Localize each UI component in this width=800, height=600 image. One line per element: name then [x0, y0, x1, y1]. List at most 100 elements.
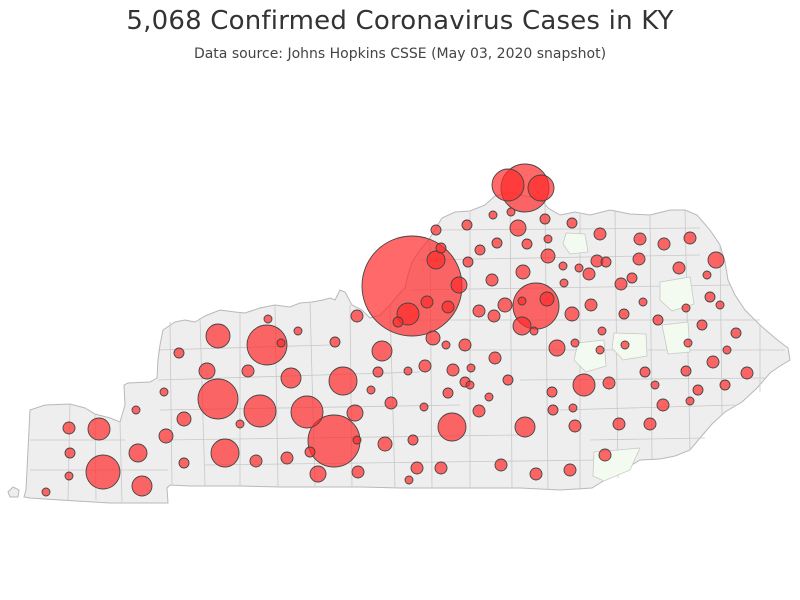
county-case-bubble [276, 338, 286, 348]
county-case-bubble [472, 304, 486, 318]
county-case-bubble [521, 238, 533, 250]
county-case-bubble [595, 345, 605, 355]
county-case-bubble [420, 295, 434, 309]
county-case-bubble [715, 300, 725, 310]
zero-case-county [611, 332, 648, 361]
county-case-bubble [650, 380, 660, 390]
county-case-bubble [517, 296, 527, 306]
county-case-bubble [410, 461, 424, 475]
county-case-bubble [210, 438, 240, 468]
county-case-bubble [235, 419, 245, 429]
county-case-bubble [563, 463, 577, 477]
county-boundary [169, 321, 173, 486]
county-case-bubble [62, 421, 76, 435]
county-case-bubble [158, 428, 174, 444]
county-case-bubble [350, 309, 364, 323]
county-case-bubble [633, 232, 647, 246]
county-case-bubble [626, 272, 638, 284]
county-case-bubble [722, 345, 732, 355]
county-case-bubble [384, 396, 398, 410]
county-case-bubble [512, 316, 532, 336]
county-case-bubble [597, 326, 607, 336]
county-case-bubble [515, 264, 531, 280]
county-case-bubble [598, 448, 612, 462]
county-case-bubble [263, 314, 273, 324]
county-case-bubble [527, 174, 555, 202]
county-case-bubble [547, 404, 559, 416]
county-case-bubble [692, 384, 704, 396]
county-boundary [439, 227, 701, 231]
county-case-bubble [618, 308, 630, 320]
county-case-bubble [572, 373, 596, 397]
county-case-bubble [309, 465, 327, 483]
county-boundary [544, 199, 549, 491]
county-case-bubble [719, 379, 731, 391]
county-case-bubble [681, 303, 691, 313]
county-case-bubble [593, 227, 607, 241]
county-case-bubble [328, 366, 358, 396]
county-case-bubble [685, 396, 695, 406]
county-case-bubble [706, 355, 720, 369]
kentucky-bend-exclave [7, 486, 20, 498]
county-case-bubble [458, 338, 472, 352]
county-case-bubble [548, 339, 566, 357]
county-case-bubble [652, 314, 664, 326]
county-boundary [204, 459, 601, 466]
county-case-bubble [564, 306, 580, 322]
county-case-bubble [403, 366, 413, 376]
county-case-bubble [198, 362, 216, 380]
county-case-bubble [488, 210, 498, 220]
county-case-bubble [450, 276, 468, 294]
county-case-bubble [488, 351, 502, 365]
county-case-bubble [485, 273, 499, 287]
county-case-bubble [672, 261, 686, 275]
county-case-bubble [730, 327, 742, 339]
county-case-bubble [461, 219, 473, 231]
county-case-bubble [584, 298, 598, 312]
county-case-bubble [246, 324, 288, 366]
county-case-bubble [280, 367, 302, 389]
county-case-bubble [506, 207, 516, 217]
county-case-bubble [484, 392, 494, 402]
county-case-bubble [502, 374, 514, 386]
county-case-bubble [351, 465, 365, 479]
county-case-bubble [377, 436, 393, 452]
county-case-bubble [434, 461, 448, 475]
county-boundary [389, 304, 396, 489]
county-case-bubble [740, 366, 754, 380]
county-case-bubble [241, 364, 255, 378]
county-case-bubble [465, 380, 475, 390]
zero-case-county [562, 232, 589, 255]
county-case-bubble [446, 363, 460, 377]
county-boundary [509, 191, 513, 489]
county-case-bubble [702, 270, 712, 280]
county-case-bubble [683, 231, 697, 245]
county-case-bubble [441, 340, 451, 350]
county-case-bubble [437, 412, 467, 442]
county-case-bubble [425, 330, 441, 346]
county-case-bubble [159, 387, 169, 397]
county-case-bubble [131, 475, 153, 497]
county-case-bubble [643, 417, 657, 431]
county-case-bubble [540, 248, 556, 264]
county-case-bubble [87, 417, 111, 441]
county-case-bubble [426, 250, 446, 270]
county-case-bubble [656, 398, 670, 412]
map-subtitle: Data source: Johns Hopkins CSSE (May 03,… [193, 46, 607, 62]
county-case-bubble [680, 365, 692, 377]
county-case-bubble [559, 278, 569, 288]
county-case-bubble [176, 411, 192, 427]
county-case-bubble [64, 447, 76, 459]
zero-case-county [661, 321, 691, 355]
county-case-bubble [371, 340, 393, 362]
county-case-bubble [494, 458, 508, 472]
county-case-bubble [472, 404, 486, 418]
county-case-bubble [566, 217, 578, 229]
county-case-bubble [497, 297, 513, 313]
county-case-bubble [131, 405, 141, 415]
county-case-bubble [64, 471, 74, 481]
county-case-bubble [280, 451, 294, 465]
county-boundary [519, 377, 766, 381]
county-case-bubble [558, 261, 568, 271]
